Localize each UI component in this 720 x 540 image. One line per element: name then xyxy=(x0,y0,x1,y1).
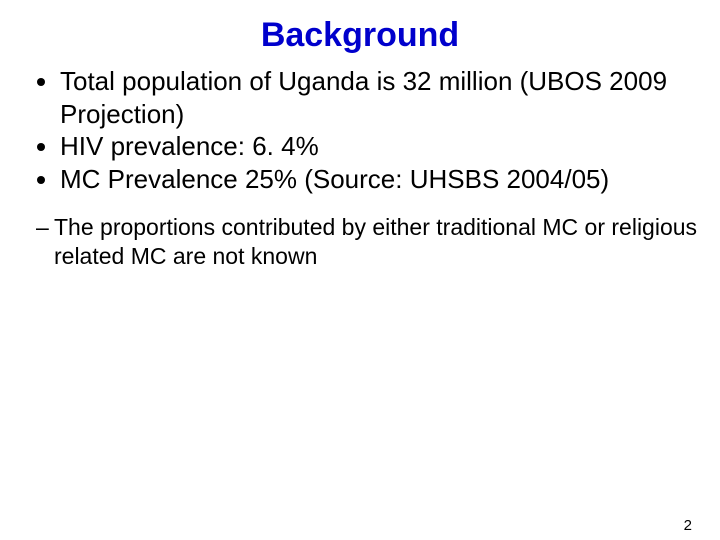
sub-list-item: The proportions contributed by either tr… xyxy=(36,213,700,271)
slide: Background Total population of Uganda is… xyxy=(0,16,720,540)
list-item: Total population of Uganda is 32 million… xyxy=(60,65,680,130)
page-number: 2 xyxy=(684,517,692,534)
list-item: MC Prevalence 25% (Source: UHSBS 2004/05… xyxy=(60,163,680,196)
slide-title: Background xyxy=(0,16,720,55)
sub-bullet-list: The proportions contributed by either tr… xyxy=(36,213,700,271)
bullet-list: Total population of Uganda is 32 million… xyxy=(60,65,680,195)
list-item: HIV prevalence: 6. 4% xyxy=(60,130,680,163)
